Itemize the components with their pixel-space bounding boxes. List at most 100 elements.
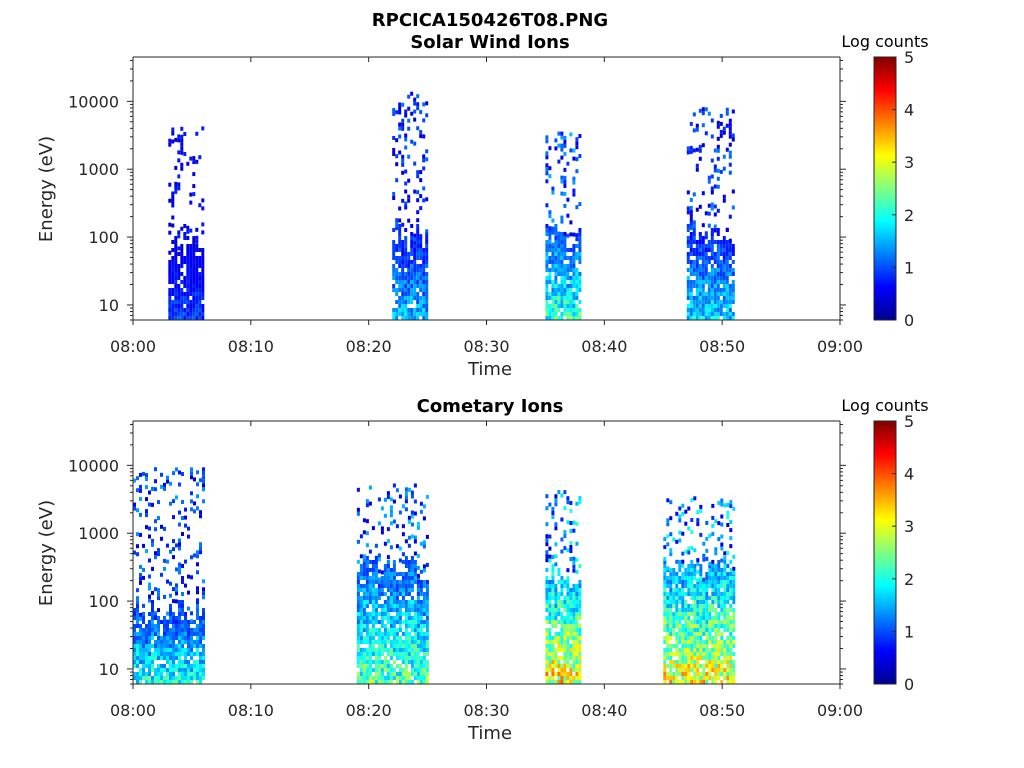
spectrogram-cell (154, 644, 157, 648)
spectrogram-cell (365, 584, 369, 588)
spectrogram-cell (201, 288, 205, 292)
spectrogram-cell (681, 632, 685, 636)
spectrogram-cell (678, 560, 682, 564)
spectrogram-cell (714, 664, 718, 668)
spectrogram-cell (684, 668, 688, 672)
spectrogram-cell (723, 580, 727, 584)
spectrogram-cell (201, 316, 205, 320)
spectrogram-cell (404, 680, 408, 684)
spectrogram-cell (177, 150, 181, 155)
spectrogram-cell (136, 664, 139, 668)
spectrogram-cell (416, 312, 420, 316)
spectrogram-cell (678, 620, 682, 624)
spectrogram-cell (174, 248, 178, 252)
spectrogram-cell (554, 596, 558, 600)
spectrogram-cell (545, 628, 549, 632)
spectrogram-cell (196, 652, 199, 656)
spectrogram-cell (380, 632, 384, 636)
spectrogram-cell (201, 222, 205, 227)
spectrogram-cell (374, 564, 378, 568)
spectrogram-cell (554, 672, 558, 676)
spectrogram-cell (178, 652, 181, 656)
spectrogram-cell (560, 600, 564, 604)
spectrogram-cell (142, 656, 145, 660)
spectrogram-cell (404, 133, 408, 138)
spectrogram-cell (359, 660, 363, 664)
spectrogram-cell (578, 652, 582, 656)
spectrogram-cell (725, 260, 729, 264)
spectrogram-cell (177, 138, 181, 143)
spectrogram-cell (183, 152, 187, 156)
spectrogram-cell (202, 479, 205, 484)
spectrogram-cell (398, 218, 402, 223)
spectrogram-cell (380, 676, 384, 680)
spectrogram-cell (190, 644, 193, 648)
spectrogram-cell (193, 620, 196, 624)
spectrogram-cell (398, 110, 402, 115)
spectrogram-cell (551, 616, 555, 620)
spectrogram-cell (669, 576, 673, 580)
spectrogram-cell (690, 636, 694, 640)
spectrogram-cell (398, 592, 402, 596)
spectrogram-cell (413, 308, 417, 312)
spectrogram-cell (386, 660, 390, 664)
spectrogram-cell (401, 656, 405, 660)
spectrogram-cell (720, 584, 724, 588)
spectrogram-cell (693, 592, 697, 596)
spectrogram-cell (401, 604, 405, 608)
spectrogram-cell (717, 521, 721, 526)
spectrogram-cell (557, 636, 561, 640)
spectrogram-cell (723, 644, 727, 648)
spectrogram-cell (551, 300, 555, 304)
spectrogram-cell (392, 600, 396, 604)
spectrogram-cell (404, 572, 408, 576)
spectrogram-cell (371, 620, 375, 624)
spectrogram-cell (578, 612, 582, 616)
spectrogram-cell (563, 143, 567, 148)
spectrogram-cell (723, 588, 727, 592)
spectrogram-cell (139, 616, 142, 621)
spectrogram-cell (698, 276, 702, 280)
spectrogram-cell (713, 252, 717, 256)
spectrogram-cell (168, 292, 172, 296)
spectrogram-cell (178, 538, 181, 543)
spectrogram-cell (154, 648, 157, 652)
spectrogram-cell (705, 648, 709, 652)
spectrogram-cell (672, 596, 676, 600)
spectrogram-cell (572, 528, 576, 533)
x-tick-label: 08:20 (346, 701, 392, 720)
spectrogram-cell (566, 660, 570, 664)
spectrogram-cell (716, 312, 720, 316)
spectrogram-cell (714, 676, 718, 680)
spectrogram-cell (395, 524, 399, 529)
spectrogram-cell (192, 156, 196, 161)
spectrogram-cell (686, 260, 690, 264)
spectrogram-cell (722, 198, 726, 203)
spectrogram-cell (377, 656, 381, 660)
spectrogram-cell (678, 672, 682, 676)
spectrogram-cell (719, 288, 723, 292)
spectrogram-cell (401, 118, 405, 123)
spectrogram-cell (669, 676, 673, 680)
spectrogram-cell (192, 264, 196, 268)
spectrogram-cell (723, 660, 727, 664)
spectrogram-cell (178, 542, 181, 547)
spectrogram-cell (392, 596, 396, 600)
spectrogram-cell (732, 584, 736, 588)
spectrogram-cell (560, 588, 564, 592)
spectrogram-cell (380, 680, 384, 684)
spectrogram-cell (681, 503, 685, 508)
spectrogram-cell (193, 553, 196, 558)
spectrogram-cell (407, 564, 411, 568)
spectrogram-cell (717, 644, 721, 648)
spectrogram-cell (681, 588, 685, 592)
spectrogram-cell (672, 628, 676, 632)
spectrogram-cell (687, 620, 691, 624)
spectrogram-cell (139, 636, 142, 640)
spectrogram-cell (187, 660, 190, 664)
spectrogram-cell (686, 190, 690, 195)
spectrogram-cell (695, 260, 699, 264)
spectrogram-cell (401, 288, 405, 292)
spectrogram-cell (716, 228, 720, 232)
spectrogram-cell (569, 268, 573, 272)
